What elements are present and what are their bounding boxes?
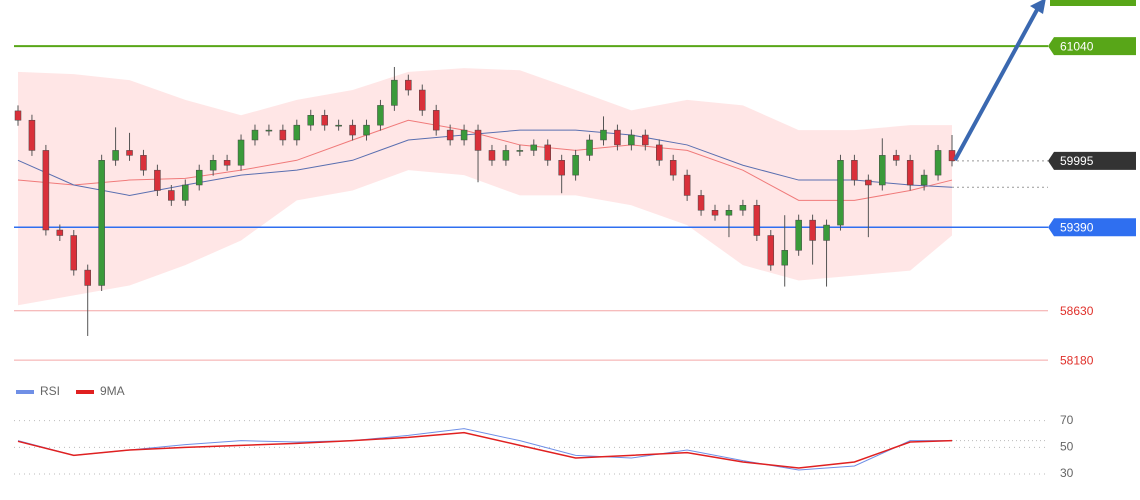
- legend-swatch: [76, 390, 94, 394]
- candle-body: [154, 169, 161, 191]
- candle-body: [642, 134, 649, 146]
- candle-body: [56, 229, 64, 236]
- candle-body: [251, 129, 259, 141]
- candle-body: [265, 129, 273, 132]
- candle-body: [112, 150, 119, 161]
- candle-body: [669, 160, 677, 176]
- candle-body: [600, 129, 607, 141]
- candle-body: [419, 89, 426, 111]
- candle-body: [363, 124, 370, 136]
- candle-body: [335, 124, 342, 127]
- candle-body: [739, 205, 747, 211]
- candle-body: [572, 155, 579, 176]
- candle-body: [516, 150, 524, 152]
- candle-body: [920, 174, 928, 186]
- candle-body: [823, 224, 830, 241]
- candle-body: [70, 235, 78, 271]
- candle-body: [879, 155, 886, 186]
- level-label: 59390: [1060, 220, 1094, 234]
- candle-body: [223, 160, 231, 166]
- candle-body: [934, 150, 942, 176]
- legend-label: RSI: [40, 384, 60, 398]
- plot: 61040 59995 59390 58630 58180 30 50 70 RSI 9MA: [14, 37, 1136, 480]
- candle-body: [795, 219, 802, 251]
- candle-body: [711, 210, 719, 216]
- candle-body: [140, 155, 147, 171]
- level-label-box: [1048, 37, 1136, 56]
- candle-body: [195, 169, 203, 186]
- candle-body: [502, 150, 510, 161]
- candle-body: [14, 110, 22, 121]
- candle-body: [725, 210, 733, 216]
- candle-body: [28, 119, 36, 151]
- candle-body: [126, 150, 133, 156]
- candle-body: [892, 155, 900, 161]
- candle-body: [98, 160, 105, 286]
- level-label-box: [1048, 218, 1136, 237]
- y-tick-label: 50: [1060, 440, 1074, 454]
- candle-body: [237, 139, 245, 166]
- candle-body: [628, 134, 635, 146]
- candle-body: [753, 205, 761, 236]
- arrow-head: [1030, 0, 1046, 14]
- legend-swatch: [16, 390, 34, 394]
- candle-body: [474, 129, 482, 151]
- y-tick-label: 70: [1060, 413, 1074, 427]
- candle-body: [906, 160, 914, 186]
- level-label: 59995: [1060, 154, 1094, 168]
- candle-body: [865, 179, 872, 186]
- candle-body: [405, 79, 412, 91]
- candle-body: [656, 144, 663, 161]
- candle-body: [168, 190, 175, 201]
- candle-body: [488, 150, 496, 161]
- rsi-line: [17, 431, 953, 469]
- moving-average: [17, 119, 953, 201]
- candle-body: [781, 250, 788, 266]
- candle-body: [432, 110, 440, 131]
- candle-body: [42, 150, 50, 231]
- candle-body: [948, 150, 956, 162]
- legend-label: 9MA: [100, 384, 125, 398]
- y-tick-label: 30: [1060, 466, 1074, 480]
- candle-body: [293, 124, 301, 141]
- candle-body: [391, 79, 398, 106]
- candle-body: [321, 115, 328, 126]
- candle-body: [182, 184, 189, 201]
- candle-body: [809, 219, 816, 241]
- candle-body: [307, 115, 314, 126]
- candle-body: [446, 129, 454, 141]
- candle-body: [279, 129, 287, 141]
- level-label: 61040: [1060, 39, 1094, 53]
- level-label-box: [1048, 151, 1136, 170]
- candle-body: [84, 269, 91, 286]
- candle-body: [767, 235, 775, 266]
- candle-body: [530, 144, 538, 151]
- candle-body: [697, 195, 705, 211]
- candle-body: [209, 160, 217, 171]
- candle-body: [558, 160, 565, 176]
- forecast-arrow: [953, 7, 1040, 161]
- candle-body: [683, 174, 691, 196]
- candle-body: [460, 129, 468, 141]
- candle-body: [544, 144, 551, 161]
- candle-body: [837, 160, 844, 226]
- level-label: 58630: [1060, 304, 1094, 318]
- candle-body: [377, 105, 384, 126]
- candle-body: [614, 129, 621, 146]
- candle-body: [586, 139, 593, 156]
- candle-body: [851, 160, 858, 181]
- level-label: 58180: [1060, 353, 1094, 367]
- candle-body: [349, 124, 356, 136]
- offscreen-target-box: [1050, 0, 1136, 6]
- rsi-line: [17, 428, 952, 471]
- moving-average: [17, 129, 953, 196]
- bollinger-band: [18, 68, 952, 306]
